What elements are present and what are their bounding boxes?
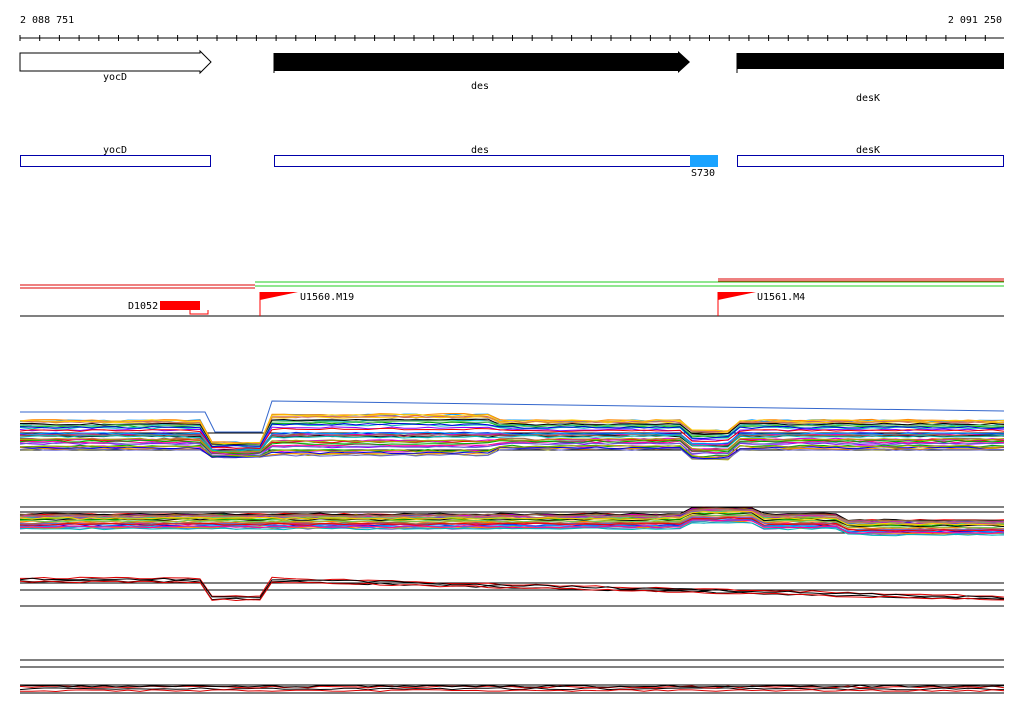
annotation-box	[20, 155, 211, 167]
trace	[19, 439, 1005, 455]
annotation-box	[737, 155, 1004, 167]
gene-label: desK	[856, 93, 880, 104]
trace	[19, 441, 1005, 456]
trace	[19, 422, 1005, 448]
trace	[19, 421, 1005, 448]
expression-traces	[19, 400, 1005, 694]
trace	[19, 418, 1005, 445]
gene-arrow	[19, 49, 212, 75]
gene-label: des	[471, 81, 489, 92]
trace	[19, 413, 1005, 445]
trace	[19, 434, 1005, 452]
trace	[19, 577, 1005, 599]
feature-label: U1561.M4	[757, 292, 805, 303]
ruler-ticks	[19, 35, 986, 41]
trace	[19, 521, 1005, 537]
ruler-start: 2 088 751	[20, 15, 74, 26]
trace	[19, 514, 1005, 529]
trace	[19, 431, 1005, 451]
gene-label: yocD	[103, 72, 127, 83]
annotation-label: des	[471, 145, 489, 156]
annotation-box	[274, 155, 718, 167]
annotation-label: yocD	[103, 145, 127, 156]
gene-arrow	[274, 51, 690, 73]
trace	[19, 689, 1005, 693]
trace	[19, 517, 1005, 532]
trace	[19, 434, 1005, 452]
feature-flag	[260, 292, 298, 300]
feature-flag	[718, 292, 756, 300]
trace	[19, 427, 1005, 450]
trace	[20, 400, 1005, 433]
trace	[19, 447, 1005, 460]
feature-outline	[189, 310, 209, 315]
feature-block	[160, 301, 200, 310]
annotation-label: desK	[856, 145, 880, 156]
trace	[19, 446, 1005, 460]
feature-label: D1052	[128, 301, 158, 312]
trace	[19, 576, 1005, 598]
trace	[19, 444, 1005, 458]
gene-arrow	[737, 53, 1004, 69]
trace	[19, 415, 1005, 445]
trace	[19, 420, 1005, 447]
ruler-end: 2 091 250	[948, 15, 1002, 26]
annotation-label: S730	[691, 168, 715, 179]
trace	[19, 579, 1005, 601]
trace	[20, 437, 1005, 453]
feature-label: U1560.M19	[300, 292, 354, 303]
trace	[19, 580, 1005, 602]
trace	[19, 511, 1005, 526]
trace	[19, 684, 1005, 688]
annotation-highlight	[690, 155, 718, 167]
trace	[19, 506, 1005, 522]
trace	[19, 687, 1004, 691]
trace	[19, 507, 1005, 522]
trace	[19, 519, 1005, 534]
